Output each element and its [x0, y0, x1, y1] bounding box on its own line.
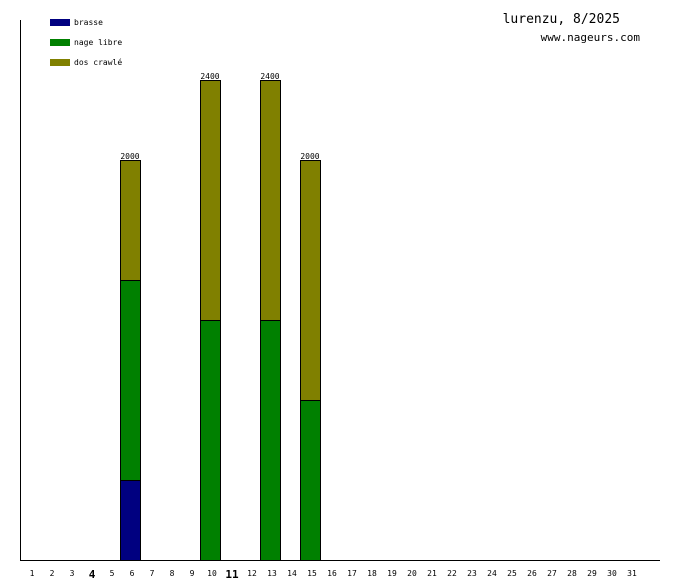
legend-label-0: brasse [74, 18, 103, 27]
x-tick-8: 8 [170, 569, 175, 578]
bar-day-4-0 [120, 480, 141, 561]
x-tick-28: 28 [567, 569, 577, 578]
chart-title: lurenzu, 8/2025 [503, 12, 620, 27]
x-tick-10: 10 [207, 569, 217, 578]
x-tick-17: 17 [347, 569, 357, 578]
x-tick-1: 1 [30, 569, 35, 578]
legend-label-1: nage libre [74, 38, 122, 47]
bar-day-8-2 [200, 80, 221, 321]
data-labels: 2000 2400 2400 2000 [120, 72, 319, 161]
x-tick-24: 24 [487, 569, 497, 578]
x-tick-2: 2 [50, 569, 55, 578]
bar-day-4-1 [120, 280, 141, 481]
x-tick-29: 29 [587, 569, 597, 578]
x-tick-11: 11 [225, 568, 239, 580]
x-tick-12: 12 [247, 569, 257, 578]
x-tick-16: 16 [327, 569, 337, 578]
x-tick-14: 14 [287, 569, 297, 578]
legend-label-2: dos crawlé [74, 57, 122, 67]
bar-day-13-1 [300, 400, 321, 561]
site-url: www.nageurs.com [541, 31, 641, 44]
x-tick-6: 6 [130, 569, 135, 578]
legend: brasse nage libre dos crawlé [50, 18, 122, 67]
bar-day-11-2 [260, 80, 281, 321]
total-label-day-4: 2000 [120, 152, 139, 161]
total-label-day-11: 2400 [260, 72, 279, 81]
x-tick-labels: 1 2 3 4 5 6 7 8 9 10 11 12 13 14 15 16 17 18 19 20 21 22 23 24 2… [30, 568, 637, 580]
total-label-day-8: 2400 [200, 72, 219, 81]
x-tick-9: 9 [190, 569, 195, 578]
axes [20, 20, 660, 561]
x-tick-21: 21 [427, 569, 437, 578]
x-tick-27: 27 [547, 569, 557, 578]
bar-day-11-1 [260, 320, 281, 561]
bar-day-8-1 [200, 320, 221, 561]
total-label-day-13: 2000 [300, 152, 319, 161]
legend-swatch-1 [50, 39, 70, 46]
x-tick-25: 25 [507, 569, 517, 578]
x-tick-4: 4 [89, 568, 96, 580]
x-tick-26: 26 [527, 569, 537, 578]
x-tick-23: 23 [467, 569, 477, 578]
legend-swatch-0 [50, 19, 70, 26]
x-tick-18: 18 [367, 569, 377, 578]
bar-day-13-2 [300, 160, 321, 401]
bar-day-4-2 [120, 160, 141, 281]
x-tick-3: 3 [70, 569, 75, 578]
x-tick-30: 30 [607, 569, 617, 578]
x-tick-31: 31 [627, 569, 637, 578]
x-tick-7: 7 [150, 569, 155, 578]
legend-swatch-2 [50, 59, 70, 66]
x-tick-19: 19 [387, 569, 397, 578]
bars [120, 80, 321, 561]
x-tick-15: 15 [307, 569, 317, 578]
x-tick-22: 22 [447, 569, 457, 578]
x-tick-20: 20 [407, 569, 417, 578]
x-tick-5: 5 [110, 569, 115, 578]
x-tick-13: 13 [267, 569, 277, 578]
